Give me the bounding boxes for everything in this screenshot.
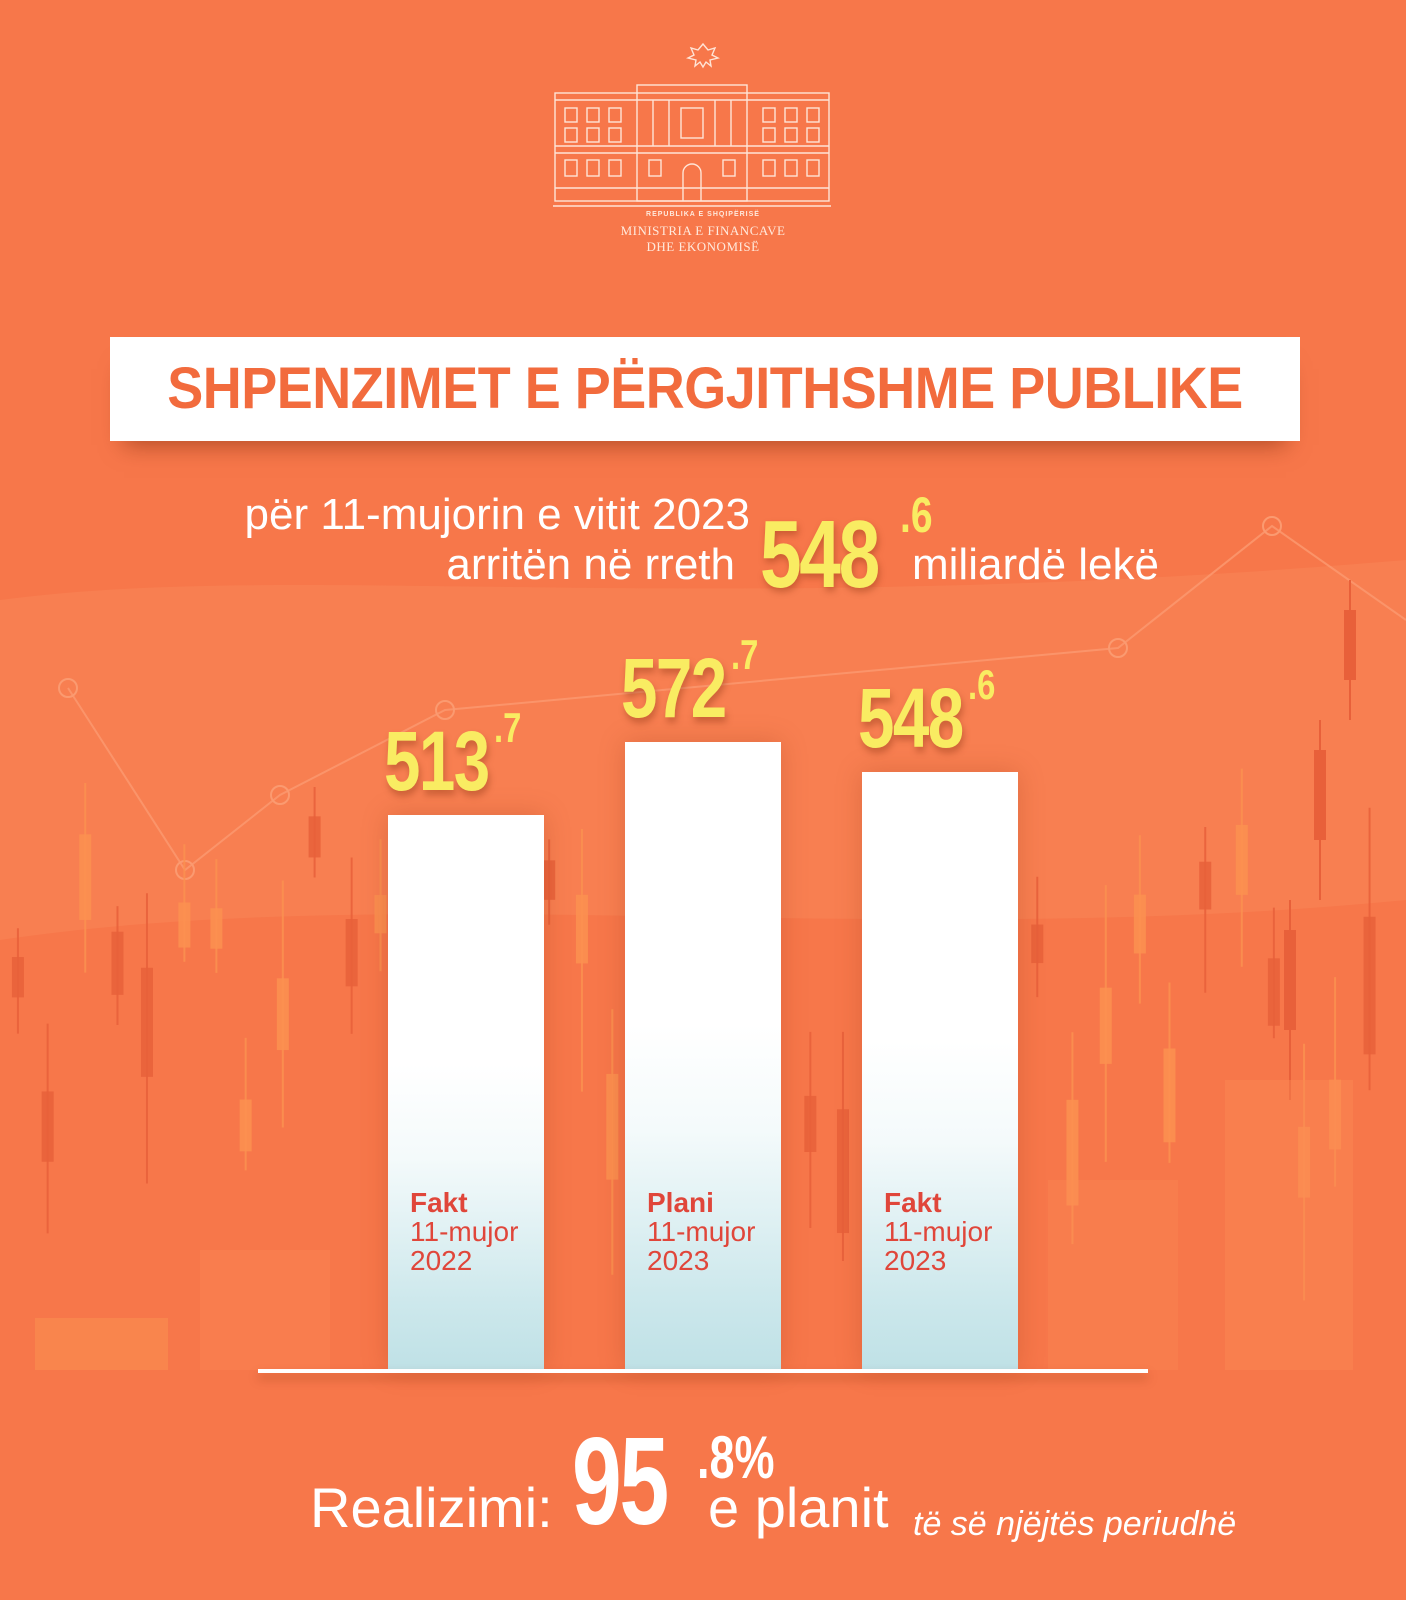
bar-value-decimal: .7 <box>731 631 759 678</box>
bar-category-label-line3: 2022 <box>410 1245 473 1276</box>
bar-value-label: 572 <box>621 641 727 735</box>
subtitle-amount: 548 <box>760 501 880 608</box>
logo-ministry-line2: DHE EKONOMISË <box>646 239 760 254</box>
subtitle-line2: arritën në rreth <box>446 540 735 589</box>
realization-percent: 95 <box>572 1413 669 1551</box>
chart-baseline <box>258 1369 1148 1373</box>
bar-1 <box>388 815 544 1369</box>
bar-value-label: 513 <box>384 714 490 808</box>
ministry-building-icon <box>553 42 831 207</box>
subtitle-amount-decimal: .6 <box>900 487 933 543</box>
bar-category-label-line2: 11-mujor <box>410 1216 519 1247</box>
bar-category-label: Plani 11-mujor 2023 <box>647 1188 755 1275</box>
realization-percent-decimal: .8% <box>697 1424 775 1491</box>
logo-country: REPUBLIKA E SHQIPËRISË <box>646 211 760 218</box>
bar-value-decimal: .7 <box>494 704 522 751</box>
title-banner: SHPENZIMET E PËRGJITHSHME PUBLIKE <box>110 337 1300 441</box>
bar-3 <box>862 771 1018 1369</box>
bar-category-label-line2: 11-mujor <box>647 1216 756 1247</box>
bar-category-label-line2: 11-mujor <box>884 1216 993 1247</box>
bar-category-label-line1: Fakt <box>884 1187 942 1218</box>
subtitle-line1: për 11-mujorin e vitit 2023 <box>244 490 750 539</box>
bar-category-label-line3: 2023 <box>884 1245 947 1276</box>
bar-category-label: Fakt 11-mujor 2022 <box>410 1188 518 1275</box>
realization-label: Realizimi: <box>310 1476 553 1539</box>
bar-value-decimal: .6 <box>968 660 996 708</box>
realization-note: të së njëjtës periudhë <box>913 1505 1237 1543</box>
bar-2 <box>625 742 781 1369</box>
bar-category-label-line1: Plani <box>647 1187 714 1218</box>
subtitle-unit: miliardë lekë <box>912 540 1159 589</box>
bar-value-label: 548 <box>858 670 964 765</box>
realization-plan-text: e planit <box>708 1476 889 1539</box>
bar-category-label-line3: 2023 <box>647 1245 710 1276</box>
logo-ministry-line1: MINISTRIA E FINANCAVE <box>620 223 786 238</box>
ministry-logo: REPUBLIKA E SHQIPËRISË MINISTRIA E FINAN… <box>553 38 853 258</box>
chart-title: SHPENZIMET E PËRGJITHSHME PUBLIKE <box>167 356 1243 421</box>
bar-category-label-line1: Fakt <box>410 1187 468 1218</box>
bar-category-label: Fakt 11-mujor 2023 <box>884 1188 992 1275</box>
